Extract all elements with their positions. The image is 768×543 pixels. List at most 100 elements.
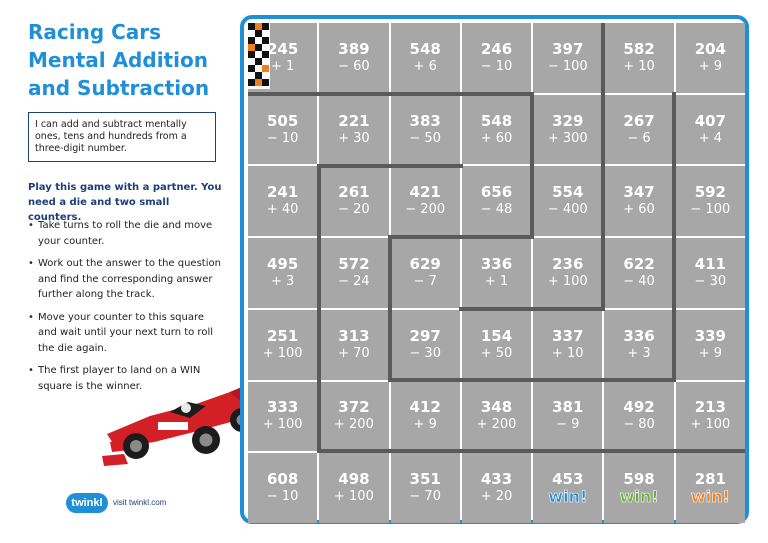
board-square[interactable]: 411− 30 <box>675 238 745 308</box>
learning-objective: I can add and subtract mentally ones, te… <box>28 112 216 162</box>
twinkl-logo-badge: twinkl <box>66 493 108 513</box>
board-square[interactable]: 421− 200 <box>390 166 460 237</box>
square-operation: + 200 <box>334 417 374 433</box>
board-square[interactable]: 313 + 70 <box>319 309 389 380</box>
square-number: 629 <box>409 254 441 273</box>
board-square[interactable]: 348 + 200 <box>461 381 532 452</box>
square-number: 383 <box>409 111 441 130</box>
win-label: win! <box>548 487 588 507</box>
square-number: 261 <box>338 183 370 202</box>
board-square[interactable]: 339 + 9 <box>675 309 745 380</box>
board-square[interactable]: 204 + 9 <box>675 23 745 93</box>
square-operation: − 60 <box>338 58 370 74</box>
square-number: 656 <box>480 183 513 202</box>
board-grid: 245 + 1 389− 60 548 + 6 246− 10 397− 100 582 + 1… <box>248 23 745 523</box>
square-number: 336 <box>623 326 655 345</box>
board-square[interactable]: 498 + 100 <box>319 453 389 523</box>
square-number: 421 <box>409 183 441 202</box>
board-square[interactable]: 412 + 9 <box>390 381 460 452</box>
square-operation: + 1 <box>270 58 295 74</box>
square-operation: + 100 <box>262 417 303 433</box>
board-square[interactable]: 372 + 200 <box>319 381 389 452</box>
board-square[interactable]: 389− 60 <box>319 23 389 93</box>
square-number: 622 <box>623 254 655 273</box>
square-operation: + 1 <box>484 273 509 289</box>
square-number: 407 <box>694 111 726 130</box>
board-square[interactable]: 548 + 6 <box>390 23 460 93</box>
square-operation: − 70 <box>409 489 441 505</box>
win-square[interactable]: 598 win! <box>604 453 674 523</box>
square-number: 241 <box>266 183 299 202</box>
board-square[interactable]: 492− 80 <box>604 381 674 452</box>
square-operation: − 20 <box>338 202 370 218</box>
board-square[interactable]: 381− 9 <box>533 381 603 452</box>
board-square[interactable]: 221 + 30 <box>319 94 389 165</box>
square-number: 381 <box>552 398 584 417</box>
square-operation: + 60 <box>623 202 655 218</box>
board-square[interactable]: 397− 100 <box>533 23 603 93</box>
left-panel: Racing Cars Mental Addition and Subtract… <box>28 18 223 102</box>
board-square[interactable]: 592− 100 <box>675 166 745 237</box>
square-number: 204 <box>694 39 726 58</box>
chequered-flag-icon <box>248 23 270 89</box>
square-operation: − 24 <box>338 273 370 289</box>
board-square[interactable]: 336 + 1 <box>461 238 532 308</box>
board-square[interactable]: 351− 70 <box>390 453 460 523</box>
square-operation: + 9 <box>698 58 722 74</box>
square-number: 453 <box>552 470 584 489</box>
board-square[interactable]: 622− 40 <box>604 238 674 308</box>
square-number: 329 <box>552 111 584 130</box>
rule-item: Move your counter to this square and wai… <box>28 310 224 357</box>
square-operation: + 40 <box>266 202 299 218</box>
square-operation: + 10 <box>551 345 584 361</box>
board-square[interactable]: 297− 30 <box>390 309 460 380</box>
win-square[interactable]: 281 win! <box>675 453 745 523</box>
board-square[interactable]: 505− 10 <box>248 94 318 165</box>
rule-item: Work out the answer to the question and … <box>28 256 224 303</box>
board-square[interactable]: 554− 400 <box>533 166 603 237</box>
board-square[interactable]: 329 + 300 <box>533 94 603 165</box>
board-square[interactable]: 333 + 100 <box>248 381 318 452</box>
board-square[interactable]: 154 + 50 <box>461 309 532 380</box>
board-square[interactable]: 383− 50 <box>390 94 460 165</box>
square-number: 267 <box>623 111 655 130</box>
board-square[interactable]: 337 + 10 <box>533 309 603 380</box>
square-number: 336 <box>480 254 513 273</box>
square-number: 333 <box>266 398 299 417</box>
square-number: 251 <box>266 326 299 345</box>
square-number: 246 <box>480 39 513 58</box>
square-number: 245 <box>266 39 299 58</box>
board-square[interactable]: 261− 20 <box>319 166 389 237</box>
board-square[interactable]: 582 + 10 <box>604 23 674 93</box>
board-square[interactable]: 347 + 60 <box>604 166 674 237</box>
board-square[interactable]: 548 + 60 <box>461 94 532 165</box>
board-square[interactable]: 656− 48 <box>461 166 532 237</box>
board-square[interactable]: 241 + 40 <box>248 166 318 237</box>
square-number: 554 <box>552 183 584 202</box>
win-square[interactable]: 453 win! <box>533 453 603 523</box>
square-operation: + 6 <box>413 58 437 74</box>
board-square[interactable]: 246− 10 <box>461 23 532 93</box>
board-square[interactable]: 433 + 20 <box>461 453 532 523</box>
page-title: Racing Cars Mental Addition and Subtract… <box>28 20 210 100</box>
board-square[interactable]: 572− 24 <box>319 238 389 308</box>
board-square[interactable]: 407 + 4 <box>675 94 745 165</box>
square-operation: + 4 <box>698 130 722 146</box>
board-square[interactable]: 629− 7 <box>390 238 460 308</box>
square-operation: + 3 <box>627 345 651 361</box>
board-square[interactable]: 213 + 100 <box>675 381 745 452</box>
square-operation: + 10 <box>623 58 655 74</box>
board-square[interactable]: 236 + 100 <box>533 238 603 308</box>
square-number: 598 <box>623 470 655 489</box>
board-square[interactable]: 336 + 3 <box>604 309 674 380</box>
rule-item: The first player to land on a WIN square… <box>28 363 224 394</box>
board-square[interactable]: 608− 10 <box>248 453 318 523</box>
board-square[interactable]: 267− 6 <box>604 94 674 165</box>
square-operation: − 9 <box>556 417 580 433</box>
square-operation: − 48 <box>480 202 513 218</box>
board-square[interactable]: 251 + 100 <box>248 309 318 380</box>
square-operation: − 30 <box>409 345 441 361</box>
board-square[interactable]: 495 + 3 <box>248 238 318 308</box>
square-number: 498 <box>338 470 370 489</box>
square-number: 412 <box>409 398 441 417</box>
